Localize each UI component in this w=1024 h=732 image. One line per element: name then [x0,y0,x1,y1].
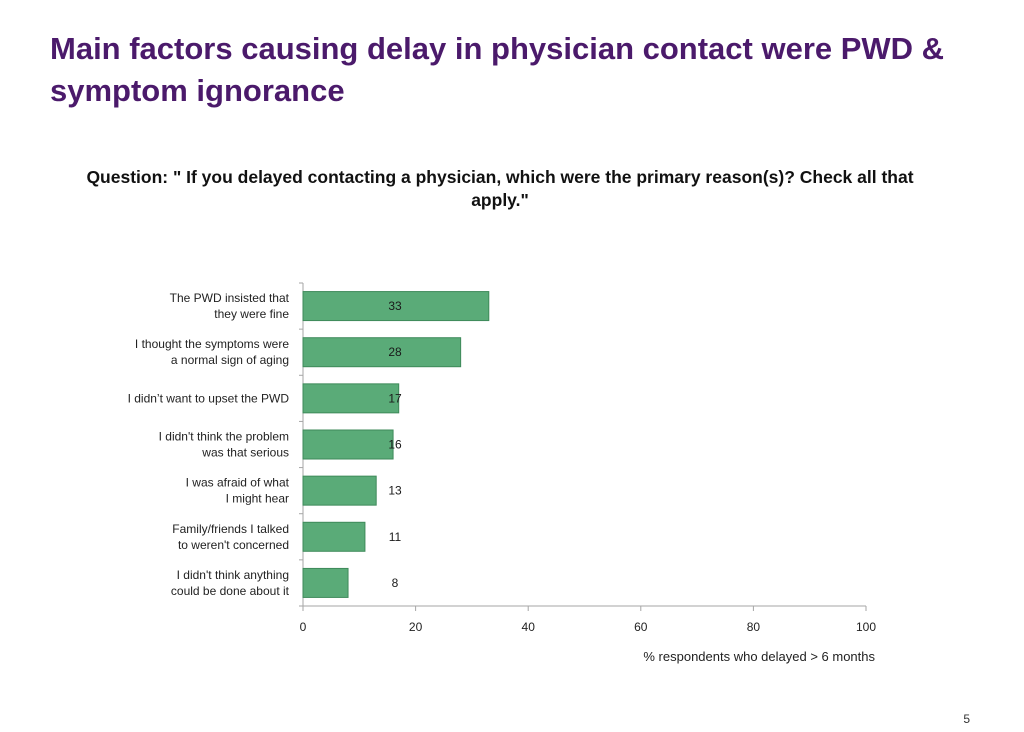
bar [302,567,349,598]
bar [302,337,462,368]
x-tick-label: 40 [522,620,536,634]
category-label: I thought the symptoms were [135,337,289,351]
x-axis-title: % respondents who delayed > 6 months [643,649,875,664]
survey-question: Question: " If you delayed contacting a … [86,167,914,210]
bar-data-label: 8 [392,576,399,590]
bar-data-label: 11 [389,530,402,544]
category-label: I might hear [226,492,289,506]
bar [302,383,400,414]
category-label: I didn’t want to upset the PWD [128,391,290,405]
x-tick-label: 20 [409,620,423,634]
bar [302,429,394,460]
category-label: Family/friends I talked [172,522,289,536]
category-label: a normal sign of aging [171,353,289,367]
category-label: The PWD insisted that [170,291,290,305]
bar-data-label: 33 [388,299,402,313]
page-number: 5 [963,712,970,726]
category-label: I didn't think the problem [159,430,289,444]
bar [302,291,490,322]
category-label: I was afraid of what [186,476,290,490]
x-tick-label: 0 [300,620,307,634]
bar-data-label: 28 [388,345,402,359]
x-tick-label: 80 [747,620,761,634]
x-tick-label: 60 [634,620,648,634]
category-label: could be done about it [171,584,290,598]
bar-data-label: 17 [388,391,402,405]
category-label: was that serious [201,446,289,460]
bar [302,475,377,506]
page-title: Main factors causing delay in physician … [50,31,945,108]
bar-data-label: 16 [388,438,402,452]
bar-data-label: 13 [388,484,402,498]
category-label: they were fine [214,307,289,321]
bar [302,521,366,552]
category-label: to weren't concerned [178,538,289,552]
x-tick-label: 100 [856,620,876,634]
category-label: I didn't think anything [177,568,289,582]
